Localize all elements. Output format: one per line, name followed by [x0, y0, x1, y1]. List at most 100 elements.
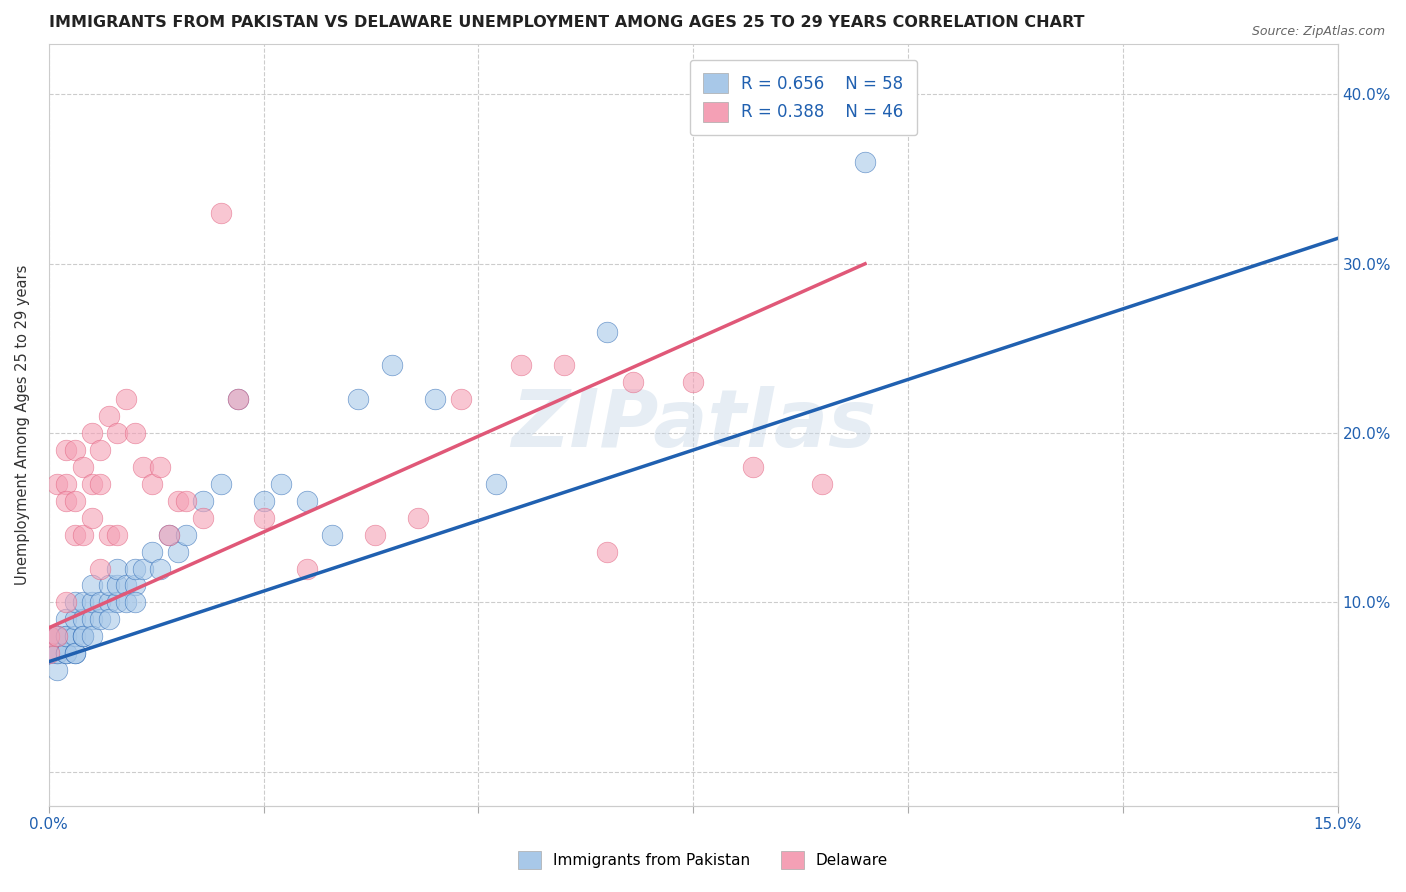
Point	[89, 595, 111, 609]
Point	[596, 544, 619, 558]
Point	[115, 578, 138, 592]
Point	[38, 629, 60, 643]
Point	[46, 629, 69, 643]
Point	[149, 459, 172, 474]
Point	[484, 476, 506, 491]
Point	[107, 595, 129, 609]
Point	[107, 527, 129, 541]
Point	[55, 493, 77, 508]
Point	[149, 561, 172, 575]
Point	[80, 426, 103, 441]
Point	[107, 578, 129, 592]
Point	[596, 325, 619, 339]
Point	[107, 561, 129, 575]
Point	[72, 612, 94, 626]
Legend: R = 0.656    N = 58, R = 0.388    N = 46: R = 0.656 N = 58, R = 0.388 N = 46	[689, 60, 917, 136]
Point	[46, 663, 69, 677]
Point	[347, 392, 370, 407]
Point	[97, 527, 120, 541]
Point	[46, 646, 69, 660]
Text: Source: ZipAtlas.com: Source: ZipAtlas.com	[1251, 25, 1385, 38]
Point	[226, 392, 249, 407]
Point	[682, 376, 704, 390]
Point	[72, 527, 94, 541]
Point	[321, 527, 343, 541]
Point	[450, 392, 472, 407]
Point	[124, 595, 146, 609]
Point	[193, 493, 215, 508]
Point	[132, 561, 155, 575]
Point	[174, 493, 197, 508]
Point	[107, 426, 129, 441]
Point	[72, 629, 94, 643]
Point	[252, 493, 274, 508]
Point	[38, 646, 60, 660]
Point	[510, 359, 533, 373]
Point	[209, 206, 232, 220]
Point	[553, 359, 575, 373]
Point	[226, 392, 249, 407]
Point	[55, 629, 77, 643]
Point	[89, 612, 111, 626]
Point	[63, 527, 86, 541]
Point	[115, 595, 138, 609]
Point	[193, 510, 215, 524]
Point	[157, 527, 180, 541]
Point	[46, 476, 69, 491]
Point	[132, 459, 155, 474]
Point	[115, 392, 138, 407]
Point	[97, 578, 120, 592]
Point	[97, 409, 120, 424]
Text: ZIPatlas: ZIPatlas	[510, 385, 876, 464]
Point	[97, 612, 120, 626]
Point	[55, 629, 77, 643]
Point	[80, 510, 103, 524]
Point	[853, 155, 876, 169]
Point	[46, 629, 69, 643]
Point	[38, 646, 60, 660]
Point	[55, 612, 77, 626]
Point	[80, 612, 103, 626]
Point	[55, 595, 77, 609]
Point	[55, 443, 77, 458]
Legend: Immigrants from Pakistan, Delaware: Immigrants from Pakistan, Delaware	[512, 845, 894, 875]
Point	[157, 527, 180, 541]
Point	[295, 493, 318, 508]
Point	[38, 629, 60, 643]
Point	[38, 646, 60, 660]
Point	[89, 561, 111, 575]
Point	[811, 476, 834, 491]
Point	[63, 629, 86, 643]
Point	[63, 443, 86, 458]
Point	[46, 646, 69, 660]
Point	[89, 476, 111, 491]
Point	[124, 561, 146, 575]
Point	[97, 595, 120, 609]
Point	[209, 476, 232, 491]
Point	[141, 476, 163, 491]
Point	[166, 544, 188, 558]
Point	[270, 476, 292, 491]
Point	[124, 578, 146, 592]
Point	[63, 612, 86, 626]
Point	[72, 595, 94, 609]
Point	[55, 646, 77, 660]
Point	[72, 459, 94, 474]
Text: IMMIGRANTS FROM PAKISTAN VS DELAWARE UNEMPLOYMENT AMONG AGES 25 TO 29 YEARS CORR: IMMIGRANTS FROM PAKISTAN VS DELAWARE UNE…	[49, 15, 1084, 30]
Point	[425, 392, 447, 407]
Point	[89, 443, 111, 458]
Point	[72, 629, 94, 643]
Point	[124, 426, 146, 441]
Point	[63, 646, 86, 660]
Point	[252, 510, 274, 524]
Point	[63, 646, 86, 660]
Point	[63, 493, 86, 508]
Point	[381, 359, 404, 373]
Point	[80, 476, 103, 491]
Point	[406, 510, 429, 524]
Point	[621, 376, 644, 390]
Point	[174, 527, 197, 541]
Point	[141, 544, 163, 558]
Point	[55, 646, 77, 660]
Point	[63, 595, 86, 609]
